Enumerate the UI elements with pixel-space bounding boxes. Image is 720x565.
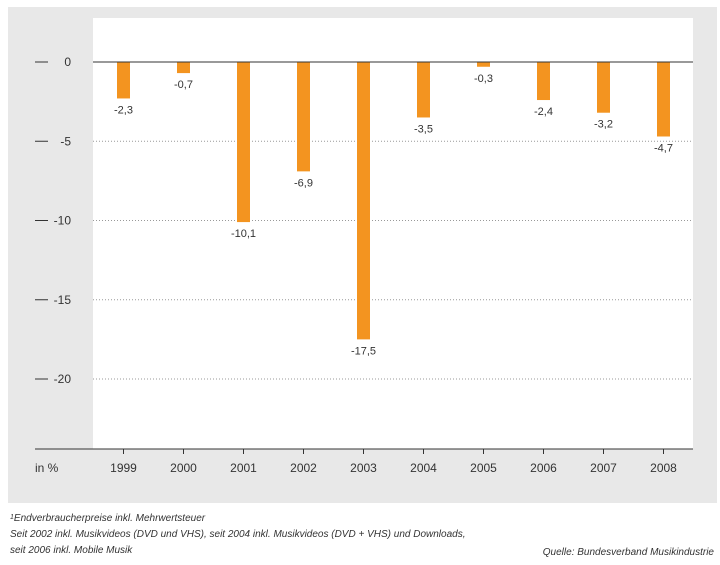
y-tick-label: -20 (54, 372, 72, 386)
data-label-2004: -3,5 (414, 123, 433, 135)
data-label-2001: -10,1 (231, 228, 256, 240)
x-tick-label: 2008 (650, 461, 677, 475)
data-label-2002: -6,9 (294, 177, 313, 189)
grid-layer (93, 140, 693, 380)
data-label-1999: -2,3 (114, 104, 133, 116)
footnote-marker: 1 (10, 514, 14, 521)
data-label-2007: -3,2 (594, 119, 613, 131)
y-tick-label: 0 (64, 55, 71, 69)
data-label-2008: -4,7 (654, 142, 673, 154)
x-tick-label: 2002 (290, 461, 317, 475)
bar-1999 (117, 62, 130, 99)
y-tick-label: -5 (60, 134, 71, 148)
plot-area (93, 18, 693, 449)
chart-panel: -2,3 -0,7 -10,1 -6,9 -17,5 -3,5 -0,3 -2,4 -3,2 -4… (8, 7, 717, 503)
data-label-2003: -17,5 (351, 345, 376, 357)
y-tick-label: -10 (54, 214, 72, 228)
data-label-2006: -2,4 (534, 106, 553, 118)
x-tick-label: 2007 (590, 461, 617, 475)
bar-2005 (477, 62, 490, 67)
axis-layer: 0 -5 -10 -15 -20 1999 2000 2001 2002 2003 2004 2005… (35, 55, 693, 475)
footnote-line-3: seit 2006 inkl. Mobile Musik (10, 545, 133, 556)
x-tick-label: 1999 (110, 461, 137, 475)
bar-2003 (357, 62, 370, 340)
x-tick-label: 2005 (470, 461, 497, 475)
bar-2008 (657, 62, 670, 137)
data-label-2005: -0,3 (474, 73, 493, 85)
bar-2002 (297, 62, 310, 172)
bar-2006 (537, 62, 550, 101)
x-tick-label: 2000 (170, 461, 197, 475)
bar-2000 (177, 62, 190, 74)
x-tick-label: 2001 (230, 461, 257, 475)
x-tick-label: 2006 (530, 461, 557, 475)
bar-chart: -2,3 -0,7 -10,1 -6,9 -17,5 -3,5 -0,3 -2,4 -3,2 -4… (35, 18, 693, 475)
x-tick-label: 2003 (350, 461, 377, 475)
footnotes: 1Endverbraucherpreise inkl. Mehrwertsteu… (10, 511, 710, 559)
x-tick-label: 2004 (410, 461, 437, 475)
data-label-2000: -0,7 (174, 79, 193, 91)
bar-2001 (237, 62, 250, 223)
footnote-line-2: Seit 2002 inkl. Musikvideos (DVD und VHS… (10, 529, 466, 540)
footnote-line-1: 1Endverbraucherpreise inkl. Mehrwertsteu… (10, 511, 710, 527)
source-note: Quelle: Bundesverband Musikindustrie (542, 547, 714, 558)
bar-2004 (417, 62, 430, 118)
y-axis-unit-label: in % (35, 461, 59, 475)
labels-layer: -2,3 -0,7 -10,1 -6,9 -17,5 -3,5 -0,3 -2,4 -3,2 -4… (114, 73, 673, 358)
bar-2007 (597, 62, 610, 113)
bars-layer (117, 62, 670, 340)
footnote-text-1: Endverbraucherpreise inkl. Mehrwertsteue… (13, 513, 206, 524)
y-tick-label: -15 (54, 293, 72, 307)
